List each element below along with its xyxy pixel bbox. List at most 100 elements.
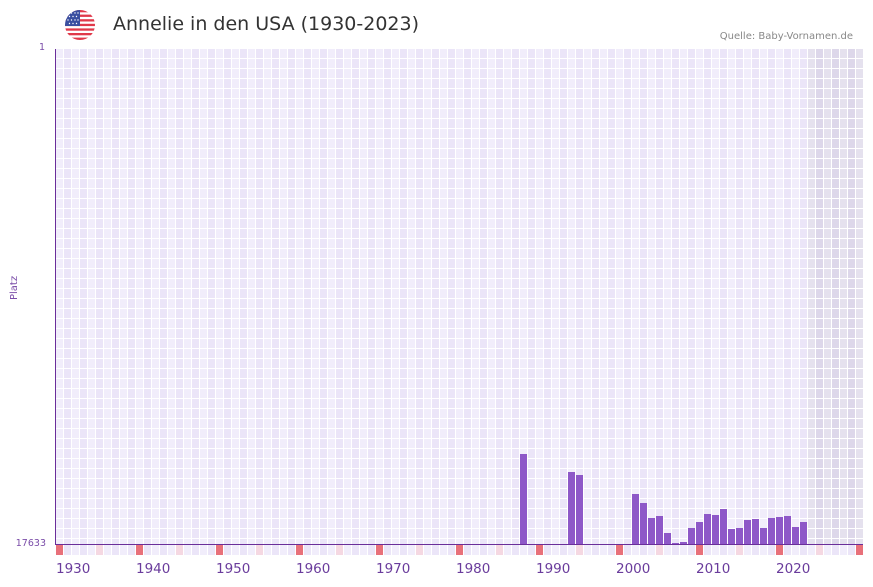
bar-2004[interactable] [648,517,655,544]
bar-2013[interactable] [720,508,727,544]
year-marker [224,545,231,555]
grid-line-horizontal [55,248,863,249]
grid-line-vertical [663,49,664,544]
bar-2009[interactable] [688,527,695,544]
year-marker [616,545,623,555]
grid-column [776,49,784,544]
bar-2021[interactable] [784,515,791,544]
grid-column [368,49,376,544]
year-marker [384,545,391,555]
grid-column [504,49,512,544]
grid-line-horizontal [55,508,863,509]
grid-column [624,49,632,544]
bar-1994[interactable] [568,471,575,544]
bar-2007[interactable] [672,542,679,544]
year-marker [456,545,463,555]
grid-line-horizontal [55,148,863,149]
grid-column [856,49,863,544]
grid-line-vertical [223,49,224,544]
grid-line-vertical [215,49,216,544]
grid-column [584,49,592,544]
grid-line-vertical [159,49,160,544]
grid-line-horizontal [55,198,863,199]
grid-line-vertical [239,49,240,544]
grid-line-horizontal [55,448,863,449]
bar-2017[interactable] [752,518,759,544]
bar-1988[interactable] [520,453,527,544]
year-marker [88,545,95,555]
grid-column [528,49,536,544]
grid-line-vertical [711,49,712,544]
grid-line-vertical [847,49,848,544]
y-axis-label: Platz [9,275,20,300]
grid-column [376,49,384,544]
grid-line-vertical [351,49,352,544]
grid-column [288,49,296,544]
year-marker [648,545,655,555]
grid-line-horizontal [55,478,863,479]
y-tick-top: 1 [38,42,45,53]
grid-column [152,49,160,544]
year-marker [216,545,223,555]
bar-2011[interactable] [704,513,711,544]
grid-line-vertical [439,49,440,544]
grid-column [696,49,704,544]
year-marker [200,545,207,555]
year-marker [280,545,287,555]
chart-title: Annelie in den USA (1930-2023) [113,13,419,35]
year-marker [768,545,775,555]
bar-2005[interactable] [656,515,663,544]
year-marker [824,545,831,555]
grid-column [176,49,184,544]
bar-2023[interactable] [800,521,807,544]
grid-line-horizontal [55,238,863,239]
bar-2006[interactable] [664,532,671,544]
bar-2016[interactable] [744,519,751,544]
bar-2018[interactable] [760,527,767,544]
bar-2002[interactable] [632,493,639,544]
bar-2014[interactable] [728,528,735,544]
bar-2020[interactable] [776,516,783,544]
year-marker [536,545,543,555]
year-marker [792,545,799,555]
bar-2015[interactable] [736,527,743,544]
grid-line-vertical [503,49,504,544]
grid-line-vertical [807,49,808,544]
bar-2012[interactable] [712,514,719,544]
year-marker [560,545,567,555]
grid-column [384,49,392,544]
grid-line-horizontal [55,458,863,459]
grid-column [120,49,128,544]
grid-column [736,49,744,544]
grid-line-vertical [639,49,640,544]
year-marker [440,545,447,555]
grid-column [664,49,672,544]
year-marker [680,545,687,555]
grid-column [536,49,544,544]
grid-column [400,49,408,544]
grid-line-vertical [319,49,320,544]
year-marker [744,545,751,555]
grid-line-horizontal [55,348,863,349]
bar-1995[interactable] [576,474,583,544]
year-marker [368,545,375,555]
bar-2022[interactable] [792,526,799,544]
grid-column [544,49,552,544]
year-marker [568,545,575,555]
year-marker [696,545,703,555]
bar-2003[interactable] [640,502,647,544]
grid-line-horizontal [55,58,863,59]
grid-line-vertical [607,49,608,544]
year-marker [392,545,399,555]
grid-line-vertical [831,49,832,544]
grid-line-horizontal [55,368,863,369]
year-marker [400,545,407,555]
grid-column [144,49,152,544]
grid-line-vertical [167,49,168,544]
bar-2008[interactable] [680,541,687,544]
bar-2010[interactable] [696,521,703,544]
year-marker [344,545,351,555]
bar-2019[interactable] [768,517,775,544]
grid-column [168,49,176,544]
grid-line-vertical [407,49,408,544]
